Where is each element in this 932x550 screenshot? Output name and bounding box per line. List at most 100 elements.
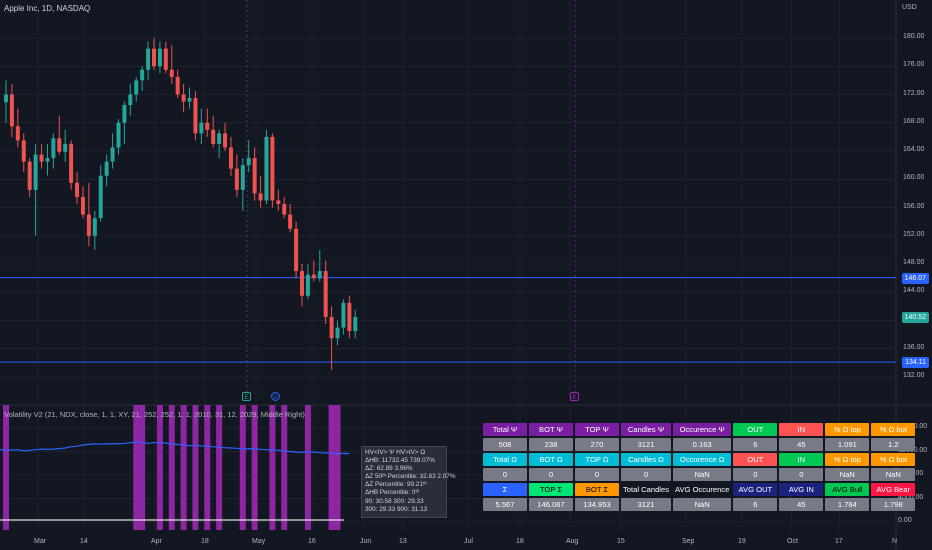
stats-value-cell: 45: [779, 498, 824, 511]
candle-body: [110, 147, 115, 162]
stats-value-cell: 6: [733, 498, 778, 511]
candle-body: [323, 271, 328, 317]
price-line-label: 134.11: [902, 357, 929, 369]
stats-header-cell: Occurence Ω: [673, 453, 732, 466]
stats-value-cell: 1.091: [825, 438, 870, 451]
stats-header-cell: Candles Ω: [621, 453, 672, 466]
volatility-band: [156, 405, 163, 530]
stats-value-cell: 1.798: [871, 498, 916, 511]
candlestick-series: [4, 38, 358, 370]
stats-header-cell: % Ω top: [825, 423, 870, 436]
candle-body: [311, 274, 316, 279]
stats-row: 0 0 0 0 NaN 0 0 NaN NaN: [483, 468, 916, 481]
candle-body: [252, 158, 257, 194]
stats-header-cell: AVG Bear: [871, 483, 916, 496]
time-axis-label: 18: [516, 538, 524, 545]
time-axis-label: 17: [835, 538, 843, 545]
time-axis-label: Jul: [464, 538, 473, 545]
stats-header-cell: Σ: [483, 483, 527, 496]
tooltip-line: ΔZ Percentile: 99.21ᵗʰ: [365, 481, 427, 489]
stats-header-cell: IN: [779, 423, 824, 436]
indicator-axis-label: 0.00: [898, 517, 912, 524]
symbol-title[interactable]: Apple Inc, 1D, NASDAQ: [4, 4, 91, 13]
candle-body: [80, 196, 85, 215]
stats-row: 5.567 146.087 134.953 3121 NaN 6 45 1.784 1.798: [483, 498, 916, 511]
time-axis-label: Apr: [151, 538, 162, 545]
stats-header-cell: IN: [779, 453, 824, 466]
price-axis-label: 148.00: [903, 259, 925, 266]
currency-label: USD: [902, 4, 917, 11]
candle-body: [104, 161, 109, 176]
indicator-title[interactable]: Volatility V2 (21, NDX, close, 1, 1, XY,…: [4, 410, 305, 419]
stats-value-cell: 0: [529, 468, 573, 481]
candle-body: [228, 147, 233, 169]
time-axis-label: May: [252, 538, 266, 545]
candle-body: [187, 98, 192, 102]
candle-body: [276, 200, 281, 204]
price-axis-label: 168.00: [903, 117, 925, 125]
stats-header-cell: % Ω top: [825, 453, 870, 466]
candle-body: [234, 168, 239, 190]
earnings-marker[interactable]: E: [242, 392, 251, 401]
candle-body: [33, 154, 38, 190]
volatility-band: [239, 405, 246, 530]
stats-header-cell: TOP Ψ: [575, 423, 619, 436]
stats-row: Total Ω BOT Ω TOP Ω Candles Ω Occurence Ω OUT…: [483, 453, 916, 466]
stats-value-cell: 508: [483, 438, 527, 451]
candle-body: [21, 140, 26, 162]
candle-body: [294, 228, 299, 272]
candle-body: [157, 48, 162, 67]
stats-header-cell: % Ω bot: [871, 423, 916, 436]
stats-value-cell: 3121: [621, 498, 672, 511]
time-axis-label: Aug: [566, 538, 579, 545]
stats-header-cell: TOP Ω: [575, 453, 619, 466]
stats-header-cell: BOT Ω: [529, 453, 573, 466]
time-axis-label: 14: [80, 538, 88, 545]
tooltip-line: HV<IV> Ψ HV>IV> Ω: [365, 449, 426, 456]
stats-value-cell: NaN: [673, 498, 732, 511]
volatility-band: [204, 405, 211, 530]
earnings-upcoming-marker[interactable]: E: [570, 392, 579, 401]
candle-body: [353, 316, 358, 332]
price-axis-label: 144.00: [903, 287, 925, 295]
stats-value-cell: 0.163: [673, 438, 732, 451]
candle-body: [4, 94, 8, 103]
stats-value-cell: 146.087: [529, 498, 573, 511]
volatility-band: [328, 405, 335, 530]
volatility-band: [304, 405, 311, 530]
stats-header-cell: Total Ω: [483, 453, 527, 466]
candle-body: [317, 271, 322, 279]
dividend-marker[interactable]: D: [271, 392, 280, 401]
candle-body: [175, 76, 180, 95]
volatility-band: [269, 405, 276, 530]
stats-value-cell: 238: [529, 438, 573, 451]
price-axis-label: 176.00: [903, 61, 925, 69]
stats-header-cell: % Ω bot: [871, 453, 916, 466]
tooltip-line: ΔZ: 62.89 3.96%: [365, 465, 413, 473]
hv-line: [0, 441, 350, 455]
time-axis-label: Sep: [682, 538, 695, 545]
stats-value-cell: 5.567: [483, 498, 527, 511]
candle-body: [288, 214, 293, 229]
tooltip-line: ΔHB Percentile: 0ᵗʰ: [365, 489, 420, 497]
stats-value-cell: 0: [733, 468, 778, 481]
candle-body: [146, 48, 151, 70]
stats-row: 508 238 270 3121 0.163 6 45 1.091 1.2: [483, 438, 916, 451]
candle-body: [45, 158, 50, 162]
volatility-band: [139, 405, 146, 530]
candle-body: [305, 274, 310, 296]
stats-value-cell: 6: [733, 438, 778, 451]
candle-body: [246, 158, 251, 166]
stats-header-cell: AVG OUT: [733, 483, 778, 496]
stats-header-cell: Candles Ψ: [621, 423, 672, 436]
indicator-axis-label: 4000.00: [898, 493, 924, 501]
candle-body: [169, 69, 174, 77]
candle-body: [282, 203, 287, 215]
stats-value-cell: NaN: [825, 468, 870, 481]
candle-body: [240, 165, 245, 190]
price-axis-label: 160.00: [903, 174, 925, 182]
candle-body: [335, 327, 340, 339]
stats-value-cell: 45: [779, 438, 824, 451]
stats-header-cell: AVG IN: [779, 483, 824, 496]
stats-row: Total Ψ BOT Ψ TOP Ψ Candles Ψ Occurence Ψ OUT…: [483, 423, 916, 436]
